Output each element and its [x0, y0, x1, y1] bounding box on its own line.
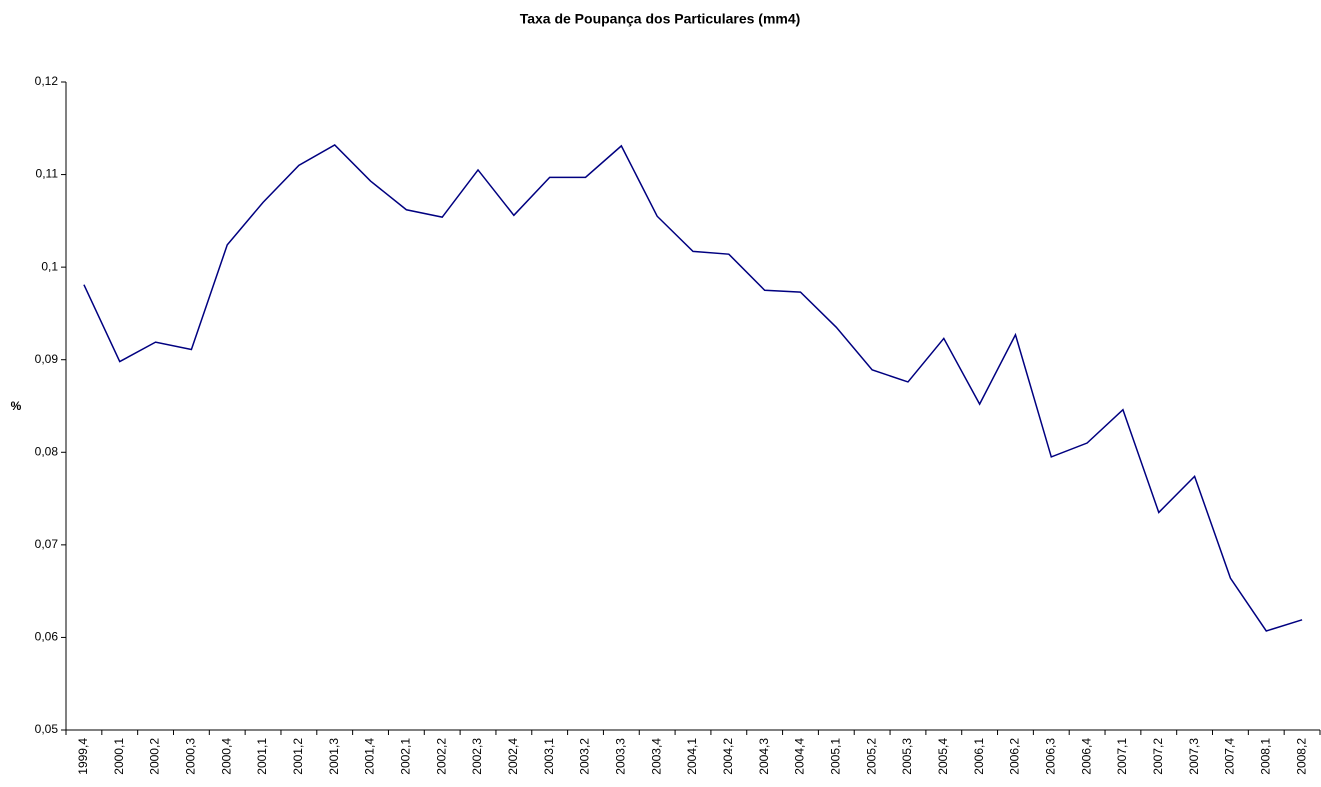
x-tick-label: 2007,4	[1223, 738, 1237, 775]
y-tick-label: 0,06	[35, 630, 59, 644]
x-tick-label: 2000,2	[148, 738, 162, 775]
x-tick-label: 2007,1	[1115, 738, 1129, 775]
x-tick-label: 2008,1	[1258, 738, 1272, 775]
chart-title: Taxa de Poupança dos Particulares (mm4)	[520, 11, 801, 27]
x-tick-label: 2004,3	[757, 738, 771, 775]
x-tick-label: 2002,4	[506, 738, 520, 775]
y-axis-title: %	[11, 399, 22, 413]
x-tick-label: 1999,4	[76, 738, 90, 775]
x-tick-label: 2001,2	[291, 738, 305, 775]
x-tick-label: 2004,4	[793, 738, 807, 775]
y-tick-label: 0,11	[36, 167, 59, 181]
x-tick-label: 2000,1	[112, 738, 126, 775]
x-tick-label: 2006,3	[1043, 738, 1057, 775]
x-tick-label: 2003,2	[578, 738, 592, 775]
y-tick-label: 0,09	[35, 352, 59, 366]
x-tick-label: 2003,1	[542, 738, 556, 775]
x-tick-label: 2006,1	[972, 738, 986, 775]
y-tick-label: 0,08	[35, 444, 59, 458]
x-tick-label: 2005,3	[900, 738, 914, 775]
x-tick-label: 2007,2	[1151, 738, 1165, 775]
x-tick-label: 2002,2	[434, 738, 448, 775]
x-tick-label: 2007,3	[1187, 738, 1201, 775]
x-tick-label: 2006,2	[1008, 738, 1022, 775]
y-tick-label: 0,1	[41, 259, 58, 273]
x-tick-label: 2000,4	[219, 738, 233, 775]
x-tick-label: 2005,4	[936, 738, 950, 775]
x-tick-label: 2001,4	[363, 738, 377, 775]
y-tick-label: 0,12	[35, 74, 59, 88]
x-tick-label: 2004,2	[721, 738, 735, 775]
x-tick-label: 2004,1	[685, 738, 699, 775]
x-tick-label: 2000,3	[184, 738, 198, 775]
data-line	[83, 144, 1303, 632]
y-tick-label: 0,07	[35, 537, 59, 551]
x-tick-label: 2001,1	[255, 738, 269, 775]
x-tick-label: 2003,4	[649, 738, 663, 775]
x-tick-label: 2005,1	[828, 738, 842, 775]
x-tick-label: 2001,3	[327, 738, 341, 775]
x-tick-label: 2003,3	[614, 738, 628, 775]
y-tick-label: 0,05	[35, 722, 59, 736]
x-tick-label: 2002,1	[399, 738, 413, 775]
x-tick-label: 2006,4	[1079, 738, 1093, 775]
x-tick-label: 2002,3	[470, 738, 484, 775]
x-tick-label: 2008,2	[1294, 738, 1308, 775]
x-tick-label: 2005,2	[864, 738, 878, 775]
